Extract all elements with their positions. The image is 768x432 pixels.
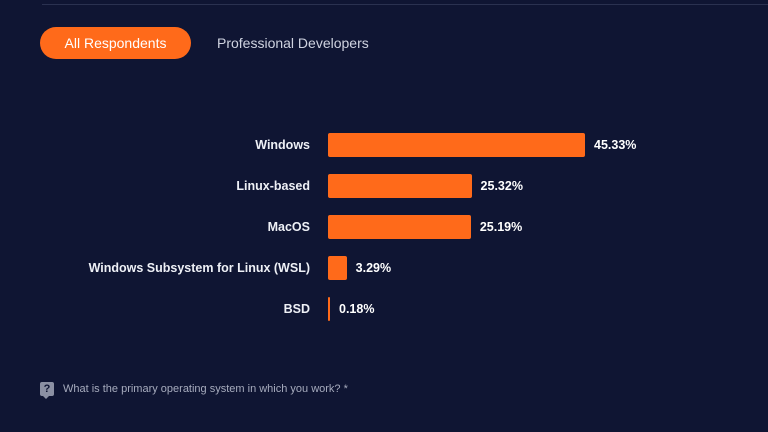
- bar-label: Windows Subsystem for Linux (WSL): [88, 261, 310, 275]
- bar-value-label: 25.19%: [479, 220, 523, 234]
- bar: [328, 174, 472, 198]
- bar-value-label: 45.33%: [594, 138, 637, 152]
- question-text: What is the primary operating system in …: [63, 383, 348, 395]
- bar: [328, 133, 585, 157]
- bar-label: BSD: [283, 302, 310, 316]
- bar-value-label: 25.32%: [480, 179, 523, 193]
- question-footer: ? What is the primary operating system i…: [40, 382, 348, 399]
- bar: [328, 256, 347, 280]
- tab-all-respondents[interactable]: All Respondents: [40, 27, 191, 59]
- bar-label: Linux-based: [236, 179, 310, 193]
- bar-label: Windows: [255, 138, 310, 152]
- respondent-tabs: All Respondents Professional Developers: [40, 27, 369, 59]
- tab-professional-developers[interactable]: Professional Developers: [217, 35, 369, 51]
- top-divider: [42, 4, 768, 5]
- bar-value-label: 0.18%: [339, 302, 375, 316]
- bar-value-label: 3.29%: [355, 261, 392, 275]
- help-icon[interactable]: ?: [40, 382, 54, 399]
- bar-label: MacOS: [267, 220, 310, 234]
- bar: [328, 297, 330, 321]
- bar: [328, 215, 471, 239]
